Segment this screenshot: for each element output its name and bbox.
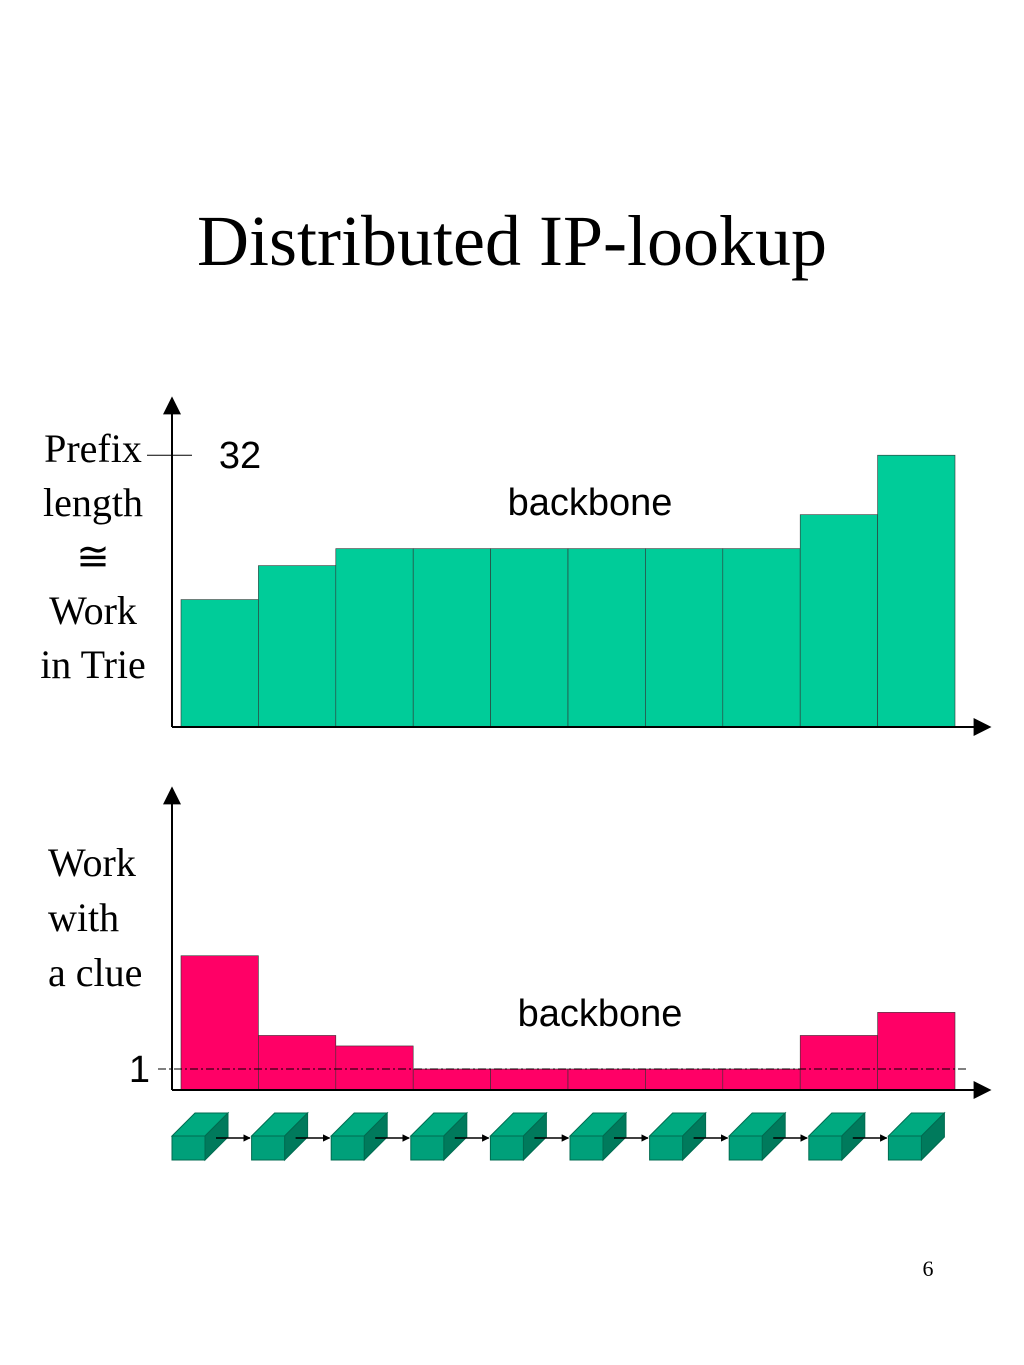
- router-front: [808, 1135, 843, 1161]
- router-front: [251, 1135, 286, 1161]
- bar: [490, 1068, 569, 1091]
- y-tick-label: 1: [129, 1049, 150, 1091]
- y-axis-label: a clue: [48, 950, 142, 995]
- bar: [799, 514, 878, 728]
- router-front: [171, 1135, 206, 1161]
- router-front: [887, 1135, 922, 1161]
- y-axis-label: in Trie: [40, 642, 146, 687]
- router-front: [728, 1135, 763, 1161]
- bar: [567, 548, 646, 728]
- bar: [799, 1035, 878, 1091]
- router-front: [649, 1135, 684, 1161]
- bar: [258, 565, 337, 728]
- page-number: 6: [923, 1256, 934, 1281]
- bar: [180, 599, 259, 728]
- y-axis-label: Work: [48, 840, 136, 885]
- bar: [412, 1068, 491, 1091]
- bar: [490, 548, 569, 728]
- y-axis-label: Prefix: [44, 426, 142, 471]
- bar: [335, 1045, 414, 1091]
- bar: [335, 548, 414, 728]
- bar: [412, 548, 491, 728]
- y-axis-label: length: [43, 480, 143, 525]
- bar: [722, 1068, 801, 1091]
- bar: [180, 955, 259, 1091]
- bar: [877, 1012, 956, 1091]
- router-front: [569, 1135, 604, 1161]
- bar: [877, 454, 956, 728]
- bar: [722, 548, 801, 728]
- bar: [567, 1068, 646, 1091]
- router-front: [330, 1135, 365, 1161]
- slide-title: Distributed IP-lookup: [197, 201, 827, 281]
- y-axis-label: Work: [49, 588, 137, 633]
- router-front: [410, 1135, 445, 1161]
- annotation: backbone: [508, 482, 673, 524]
- annotation: backbone: [518, 993, 683, 1035]
- bar: [645, 548, 724, 728]
- y-axis-label: ≅: [76, 534, 110, 579]
- bar: [645, 1068, 724, 1091]
- y-axis-label: with: [48, 895, 119, 940]
- bar: [258, 1035, 337, 1091]
- y-tick-label: 32: [219, 435, 261, 477]
- router-front: [489, 1135, 524, 1161]
